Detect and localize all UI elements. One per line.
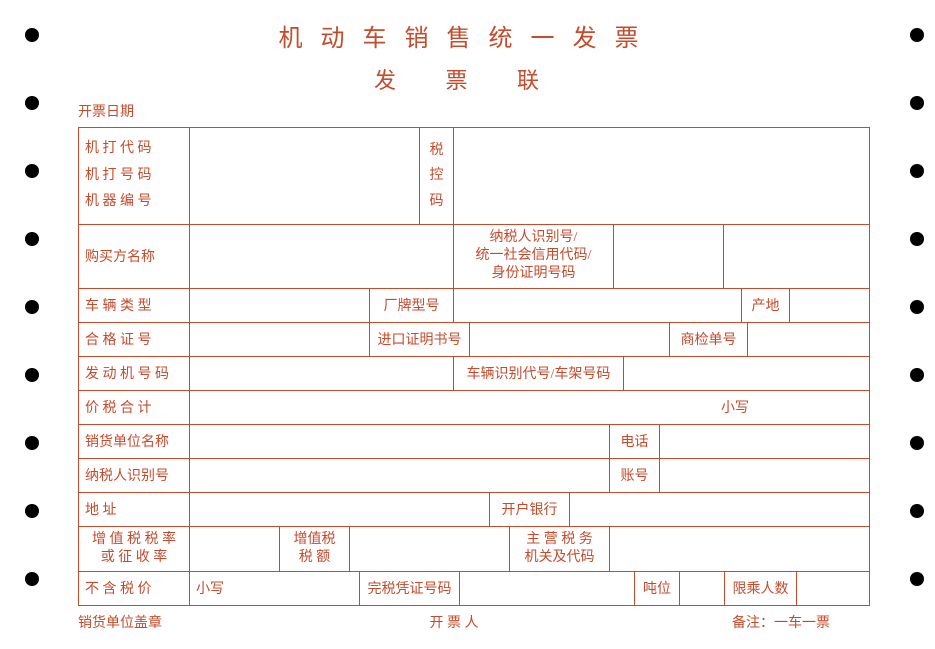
cert-label: 合 格 证 号 xyxy=(85,329,152,349)
seller-name-label: 销货单位名称 xyxy=(85,431,169,451)
perforation-hole xyxy=(25,232,39,246)
vat-amount-label-l2: 税 额 xyxy=(294,549,336,567)
vat-rate-value xyxy=(189,527,279,571)
invoice-title: 机动车销售统一发票 xyxy=(0,0,935,53)
perforation-hole xyxy=(25,368,39,382)
engine-value xyxy=(189,357,453,390)
import-cert-value xyxy=(469,323,669,356)
tax-office-label-l1: 主 营 税 务 xyxy=(525,531,595,549)
bank-label: 开户银行 xyxy=(502,499,558,519)
buyer-name-value xyxy=(189,225,453,288)
origin-value xyxy=(789,289,869,322)
tonnage-value xyxy=(679,572,724,605)
tonnage-label: 吨位 xyxy=(643,578,671,598)
perforation-hole xyxy=(25,28,39,42)
vat-rate-label-l1: 增 值 税 税 率 xyxy=(92,531,176,549)
excl-tax-label: 不 含 税 价 xyxy=(85,578,152,598)
excl-tax-lower-label: 小写 xyxy=(196,578,224,598)
perforation-hole xyxy=(25,300,39,314)
phone-label: 电话 xyxy=(621,431,649,451)
brand-model-value xyxy=(453,289,741,322)
taxid-label-l3: 身份证明号码 xyxy=(476,265,592,283)
tax-control-code-value xyxy=(453,128,869,224)
total-lower-label: 小写 xyxy=(721,397,749,417)
invoice-footer: 销货单位盖章 开 票 人 备注：一车一票 xyxy=(78,612,870,632)
drawer-label: 开 票 人 xyxy=(430,616,479,631)
capacity-label: 限乘人数 xyxy=(733,578,789,598)
address-value xyxy=(189,493,489,526)
total-label: 价 税 合 计 xyxy=(85,397,152,417)
perforation-hole xyxy=(910,28,924,42)
invoice-subtitle: 发 票 联 xyxy=(0,53,935,95)
perforation-hole xyxy=(910,232,924,246)
perforation-hole xyxy=(910,300,924,314)
tax-office-value xyxy=(609,527,869,571)
remark-label: 备注：一车一票 xyxy=(732,616,830,631)
perforation-right xyxy=(885,0,935,649)
taxid-label-l2: 统一社会信用代码/ xyxy=(476,247,592,265)
print-code-label: 机 打 代 码 xyxy=(85,136,152,163)
tax-office-label-l2: 机关及代码 xyxy=(525,549,595,567)
inspect-label: 商检单号 xyxy=(681,329,737,349)
print-number-label: 机 打 号 码 xyxy=(85,163,152,190)
import-cert-label: 进口证明书号 xyxy=(378,329,462,349)
phone-value xyxy=(659,425,869,458)
perforation-hole xyxy=(910,164,924,178)
origin-label: 产地 xyxy=(752,295,780,315)
perforation-hole xyxy=(25,436,39,450)
perforation-hole xyxy=(910,96,924,110)
seller-name-value xyxy=(189,425,609,458)
perforation-hole xyxy=(910,436,924,450)
payment-cert-value xyxy=(459,572,634,605)
machine-number-label: 机 器 编 号 xyxy=(85,189,152,216)
seller-taxid-label: 纳税人识别号 xyxy=(85,465,169,485)
cert-value xyxy=(189,323,369,356)
address-label: 地 址 xyxy=(85,499,117,519)
buyer-taxid-extra xyxy=(723,225,869,288)
seal-label: 销货单位盖章 xyxy=(78,616,162,631)
vehicle-type-value xyxy=(189,289,369,322)
seller-taxid-value xyxy=(189,459,609,492)
perforation-left xyxy=(0,0,50,649)
vin-value xyxy=(623,357,869,390)
perforation-hole xyxy=(25,572,39,586)
invoice-form: 机 打 代 码 机 打 号 码 机 器 编 号 税控码 购买方名称 纳税人识别号… xyxy=(78,127,870,606)
brand-model-label: 厂牌型号 xyxy=(384,295,440,315)
buyer-taxid-value xyxy=(613,225,723,288)
perforation-hole xyxy=(910,572,924,586)
perforation-hole xyxy=(25,164,39,178)
vat-rate-label-l2: 或 征 收 率 xyxy=(92,549,176,567)
print-code-value-area xyxy=(189,128,419,224)
perforation-hole xyxy=(910,368,924,382)
account-label: 账号 xyxy=(621,465,649,485)
engine-label: 发 动 机 号 码 xyxy=(85,363,169,383)
account-value xyxy=(659,459,869,492)
vat-amount-label-l1: 增值税 xyxy=(294,531,336,549)
taxid-label-l1: 纳税人识别号/ xyxy=(476,229,592,247)
vehicle-type-label: 车 辆 类 型 xyxy=(85,295,152,315)
payment-cert-label: 完税凭证号码 xyxy=(368,578,452,598)
inspect-value xyxy=(747,323,869,356)
perforation-hole xyxy=(910,504,924,518)
vat-amount-value xyxy=(349,527,509,571)
total-value: 小写 xyxy=(189,391,869,424)
perforation-hole xyxy=(25,504,39,518)
invoice-date-label: 开票日期 xyxy=(78,101,935,121)
buyer-name-label: 购买方名称 xyxy=(85,246,155,266)
vin-label: 车辆识别代号/车架号码 xyxy=(467,363,611,383)
capacity-value xyxy=(796,572,869,605)
perforation-hole xyxy=(25,96,39,110)
tax-control-code-label: 税控码 xyxy=(430,138,444,214)
bank-value xyxy=(569,493,869,526)
